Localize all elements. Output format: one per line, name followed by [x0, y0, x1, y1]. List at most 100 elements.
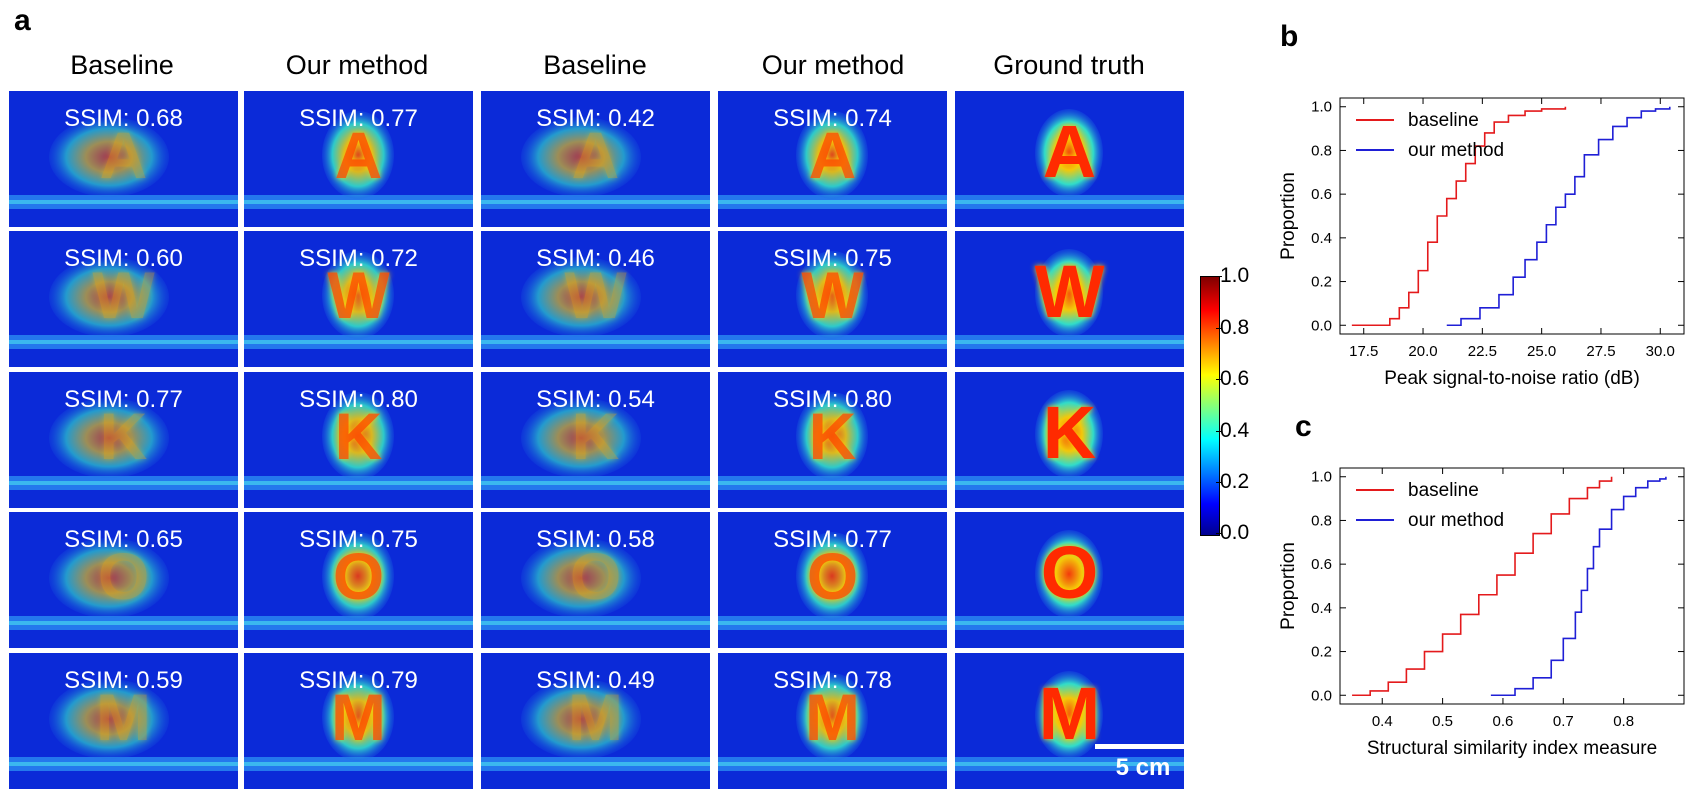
x-tick-label: 27.5: [1586, 343, 1615, 360]
colorbar-tick: 0.4: [1215, 419, 1250, 442]
letter-shape: W: [92, 258, 155, 332]
reconstruction-tile: SSIM: 0.59 M: [9, 653, 238, 789]
reconstruction-tile: O: [955, 512, 1184, 648]
letter-shape: K: [571, 399, 620, 473]
ssim-label: SSIM: 0.80: [773, 386, 892, 413]
column-header-our-method-2: Our method: [761, 50, 905, 80]
letter-shape: M: [1038, 672, 1101, 755]
y-tick-label: 0.2: [1311, 644, 1332, 661]
reconstruction-tile: SSIM: 0.80 K: [244, 372, 473, 508]
ssim-label: SSIM: 0.49: [536, 667, 655, 694]
letter-shape: O: [97, 539, 150, 613]
y-axis-label: Proportion: [1278, 542, 1299, 630]
ssim-label: SSIM: 0.75: [299, 526, 418, 553]
y-tick-label: 0.6: [1311, 556, 1332, 573]
ssim-label: SSIM: 0.42: [536, 105, 655, 132]
colorbar-tick: 0.8: [1215, 316, 1250, 339]
legend-label: baseline: [1408, 480, 1479, 501]
y-tick-label: 0.8: [1311, 512, 1332, 529]
letter-shape: K: [334, 399, 383, 473]
reconstruction-tile: SSIM: 0.65 O: [9, 512, 238, 648]
heatmap-image: [244, 91, 473, 227]
letter-shape: K: [1042, 391, 1097, 474]
reconstruction-tile: SSIM: 0.77 K: [9, 372, 238, 508]
heatmap-image: [481, 653, 710, 789]
plot-frame: [1339, 97, 1685, 335]
ssim-label: SSIM: 0.68: [64, 105, 183, 132]
ssim-label: SSIM: 0.77: [773, 526, 892, 553]
reconstruction-tile: SSIM: 0.49 M: [481, 653, 710, 789]
y-tick-label: 0.2: [1311, 274, 1332, 291]
reconstruction-tile: SSIM: 0.77 O: [718, 512, 947, 648]
colorbar-tick: 0.6: [1215, 367, 1250, 390]
reconstruction-tile: SSIM: 0.68 A: [9, 91, 238, 227]
ssim-label: SSIM: 0.72: [299, 245, 418, 272]
colorbar-tick: 1.0: [1215, 264, 1250, 287]
y-tick-label: 0.0: [1311, 687, 1332, 704]
ssim-label: SSIM: 0.46: [536, 245, 655, 272]
letter-shape: K: [99, 399, 148, 473]
heatmap-image: [244, 231, 473, 367]
letter-shape: O: [569, 539, 622, 613]
y-tick-label: 0.0: [1311, 317, 1332, 334]
reconstruction-tile: SSIM: 0.54 K: [481, 372, 710, 508]
x-tick-label: 22.5: [1468, 343, 1497, 360]
letter-shape: A: [99, 118, 148, 192]
ssim-label: SSIM: 0.79: [299, 667, 418, 694]
heatmap-image: [955, 512, 1184, 648]
ssim-label: SSIM: 0.80: [299, 386, 418, 413]
column-header-ground-truth: Ground truth: [993, 50, 1145, 80]
plot-frame: [1339, 467, 1685, 705]
y-tick-label: 0.4: [1311, 600, 1332, 617]
colorbar: [1200, 276, 1220, 536]
letter-shape: A: [1042, 110, 1097, 193]
reconstruction-tile: SSIM: 0.80 K: [718, 372, 947, 508]
colorbar-tick: 0.0: [1215, 521, 1250, 544]
letter-shape: M: [96, 680, 151, 754]
letter-shape: M: [568, 680, 623, 754]
x-tick-label: 0.8: [1613, 713, 1634, 730]
panel-label-a: a: [14, 4, 31, 37]
heatmap-image: [718, 91, 947, 227]
ssim-label: SSIM: 0.77: [64, 386, 183, 413]
x-tick-label: 0.4: [1372, 713, 1393, 730]
heatmap-image: [718, 512, 947, 648]
letter-shape: W: [1034, 250, 1105, 333]
panel-label-b: b: [1280, 20, 1299, 53]
letter-shape: W: [564, 258, 627, 332]
letter-shape: M: [805, 680, 860, 754]
heatmap-image: [9, 653, 238, 789]
x-tick-label: 0.7: [1553, 713, 1574, 730]
letter-shape: A: [334, 118, 383, 192]
x-axis-label: Peak signal-to-noise ratio (dB): [1384, 368, 1640, 389]
heatmap-image: [955, 653, 1184, 789]
reconstruction-tile: SSIM: 0.79 M: [244, 653, 473, 789]
heatmap-image: [481, 512, 710, 648]
heatmap-image: [955, 231, 1184, 367]
reconstruction-tile: M: [955, 653, 1184, 789]
reconstruction-tile: SSIM: 0.78 M: [718, 653, 947, 789]
x-axis-label: Structural similarity index measure: [1367, 738, 1657, 759]
ssim-label: SSIM: 0.58: [536, 526, 655, 553]
reconstruction-tile: SSIM: 0.75 O: [244, 512, 473, 648]
heatmap-image: [481, 231, 710, 367]
heatmap-image: [481, 91, 710, 227]
ssim-label: SSIM: 0.77: [299, 105, 418, 132]
reconstruction-tile: SSIM: 0.46 W: [481, 231, 710, 367]
heatmap-image: [9, 372, 238, 508]
ssim-label: SSIM: 0.74: [773, 105, 892, 132]
heatmap-image: [481, 372, 710, 508]
reconstruction-tile: SSIM: 0.42 A: [481, 91, 710, 227]
reconstruction-tile: SSIM: 0.77 A: [244, 91, 473, 227]
legend-label: baseline: [1408, 110, 1479, 131]
letter-shape: A: [808, 118, 857, 192]
ssim-label: SSIM: 0.78: [773, 667, 892, 694]
y-tick-label: 0.6: [1311, 186, 1332, 203]
reconstruction-tile: SSIM: 0.74 A: [718, 91, 947, 227]
heatmap-image: [244, 512, 473, 648]
letter-shape: W: [327, 258, 390, 332]
reconstruction-tile: SSIM: 0.75 W: [718, 231, 947, 367]
x-tick-label: 17.5: [1349, 343, 1378, 360]
reconstruction-tile: SSIM: 0.72 W: [244, 231, 473, 367]
letter-shape: M: [331, 680, 386, 754]
